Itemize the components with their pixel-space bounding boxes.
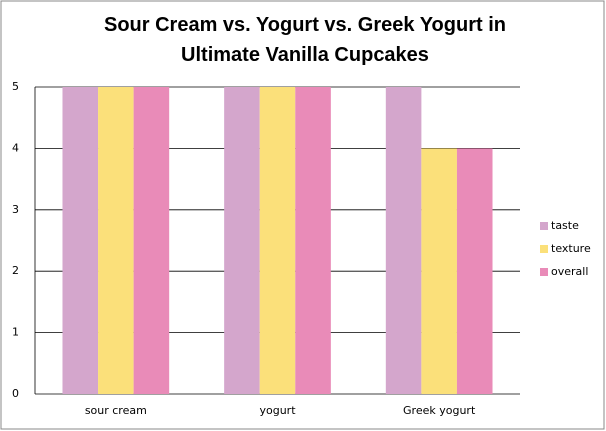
- y-tick-label: 0: [12, 387, 19, 400]
- x-tick-label: sour cream: [85, 404, 147, 417]
- bar: [133, 87, 170, 394]
- x-tick-label: Greek yogurt: [403, 404, 476, 417]
- legend-label: taste: [551, 219, 579, 232]
- legend-label: overall: [551, 265, 588, 278]
- bar: [421, 148, 457, 394]
- y-tick-label: 4: [12, 141, 19, 154]
- y-tick-label: 3: [12, 203, 19, 216]
- y-tick-label: 1: [12, 326, 19, 339]
- legend-swatch: [540, 222, 548, 230]
- bar: [456, 148, 493, 394]
- x-tick-label: yogurt: [259, 404, 296, 417]
- bar: [98, 87, 134, 394]
- bar: [224, 87, 260, 394]
- bar: [259, 87, 296, 394]
- bar: [385, 87, 422, 394]
- legend-label: texture: [551, 242, 591, 255]
- y-tick-label: 5: [12, 80, 19, 93]
- bar: [295, 87, 331, 394]
- legend-swatch: [540, 245, 548, 253]
- bar: [62, 87, 99, 394]
- legend-swatch: [540, 268, 548, 276]
- chart-title: Sour Cream vs. Yogurt vs. Greek Yogurt i…: [104, 14, 506, 66]
- y-tick-label: 2: [12, 264, 19, 277]
